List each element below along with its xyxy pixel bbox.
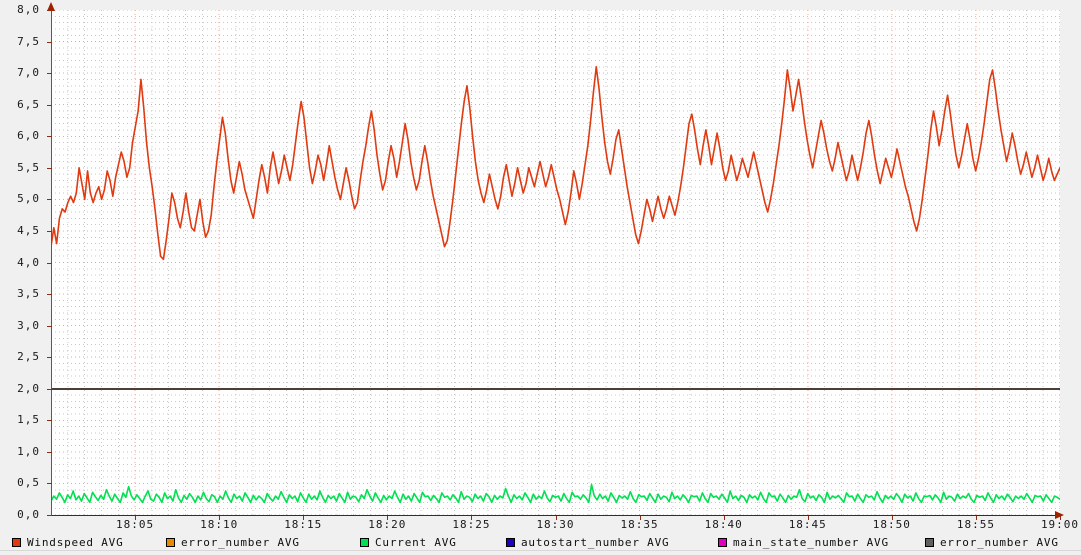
legend-item-label: Windspeed AVG (27, 535, 124, 549)
x-axis-tick-label: 19:00 (1040, 518, 1080, 531)
y-axis-tick-mark (47, 357, 52, 359)
y-axis-tick-mark (47, 167, 52, 169)
y-axis-tick-label: 5,0 (17, 192, 40, 206)
y-axis-tick-label: 8,0 (17, 3, 40, 16)
y-axis-tick-label: 7,0 (17, 66, 40, 80)
y-axis-tick-label: 6,5 (17, 97, 40, 111)
y-axis-tick-mark (47, 483, 52, 485)
y-axis-tick-mark (47, 294, 52, 296)
x-axis-tick-label: 18:10 (200, 518, 239, 531)
y-axis-tick-label: 1,0 (17, 444, 40, 458)
y-axis-tick-mark (47, 262, 52, 264)
y-axis-tick-mark (47, 420, 52, 422)
x-axis-tick-label: 18:05 (116, 518, 155, 531)
legend-item[interactable]: main_state_number AVG (718, 535, 889, 549)
x-axis-tick-label: 18:20 (368, 518, 407, 531)
legend-item-label: error_number AVG (181, 535, 300, 549)
legend-item[interactable]: error_number AVG (166, 535, 300, 549)
y-axis-tick-label: 2,0 (17, 381, 40, 395)
legend-item[interactable]: Current AVG (360, 535, 457, 549)
y-axis-tick-mark (47, 515, 52, 516)
y-axis-tick-mark (47, 199, 52, 201)
legend-color-swatch-icon (12, 537, 21, 547)
x-axis-tick-mark (219, 516, 221, 520)
x-axis-tick-mark (471, 516, 473, 520)
legend-color-swatch-icon (360, 537, 369, 547)
y-axis-arrow-icon (47, 2, 55, 11)
x-axis-arrow-icon (1055, 511, 1064, 519)
legend-item-label: autostart_number AVG (521, 535, 670, 549)
x-axis-tick-label: 18:30 (536, 518, 575, 531)
x-axis-tick-mark (303, 516, 305, 520)
y-axis-tick-mark (47, 230, 52, 232)
y-axis-tick-mark (47, 325, 52, 327)
y-axis-tick-mark (47, 451, 52, 453)
x-axis-tick-label: 18:55 (956, 518, 995, 531)
y-axis-tick-mark (47, 10, 52, 11)
y-axis-tick-mark (47, 73, 52, 75)
y-axis-tick-label: 2,5 (17, 350, 40, 364)
legend-item[interactable]: autostart_number AVG (506, 535, 669, 549)
legend: Windspeed AVG error_number AVG Current AVG… (0, 533, 1081, 555)
legend-item-label: Current AVG (375, 535, 457, 549)
legend-divider (0, 550, 1081, 551)
plot-area (51, 10, 1060, 515)
y-axis-tick-label: 0,5 (17, 476, 40, 490)
x-axis-tick-mark (555, 516, 557, 520)
legend-item[interactable]: error_number AVG (925, 535, 1059, 549)
y-axis-tick-mark (47, 136, 52, 138)
y-axis-tick-mark (47, 388, 52, 390)
y-axis-tick-label: 4,0 (17, 255, 40, 269)
y-axis-tick-mark (47, 41, 52, 43)
x-axis-tick-mark (135, 516, 137, 520)
x-axis-tick-mark (807, 516, 809, 520)
y-axis-tick-label: 3,5 (17, 287, 40, 301)
x-axis-tick-mark (723, 516, 725, 520)
x-axis-tick-mark (639, 516, 641, 520)
y-axis-tick-label: 3,0 (17, 318, 40, 332)
legend-color-swatch-icon (166, 537, 175, 547)
x-axis-tick-label: 18:45 (788, 518, 827, 531)
x-axis-tick-label: 18:35 (620, 518, 659, 531)
legend-item[interactable]: Windspeed AVG (12, 535, 124, 549)
x-axis-tick-mark (975, 516, 977, 520)
y-axis-tick-label: 7,5 (17, 34, 40, 48)
x-axis-tick-mark (387, 516, 389, 520)
grid-layer (51, 10, 1060, 515)
x-axis-tick-label: 18:50 (872, 518, 911, 531)
x-axis-tick-label: 18:25 (452, 518, 491, 531)
y-axis-tick-label: 6,0 (17, 129, 40, 143)
x-axis-tick-label: 18:40 (704, 518, 743, 531)
x-axis-tick-label: 18:15 (284, 518, 323, 531)
y-axis-tick-label: 5,5 (17, 160, 40, 174)
x-axis-line (51, 515, 1060, 516)
y-axis-tick-label: 0,0 (17, 508, 40, 521)
legend-color-swatch-icon (718, 537, 727, 547)
y-axis-tick-label: 4,5 (17, 223, 40, 237)
x-axis-tick-mark (891, 516, 893, 520)
y-axis-tick-mark (47, 104, 52, 106)
y-axis-tick-label: 1,5 (17, 413, 40, 427)
x-axis-tick-mark (1060, 516, 1061, 520)
legend-color-swatch-icon (506, 537, 515, 547)
legend-item-label: main_state_number AVG (733, 535, 889, 549)
series-layer (51, 66, 1060, 504)
legend-item-label: error_number AVG (940, 535, 1059, 549)
legend-color-swatch-icon (925, 537, 934, 547)
